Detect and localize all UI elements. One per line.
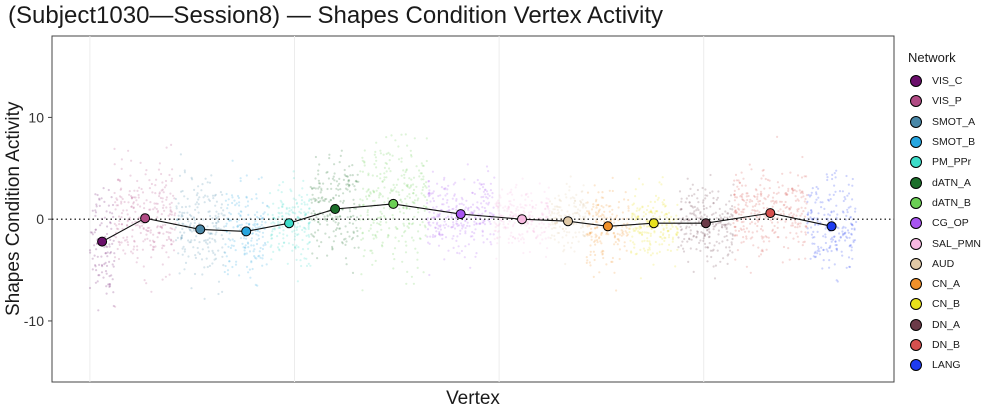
network-points-dn-a — [677, 173, 735, 280]
plot-panel — [51, 35, 895, 383]
legend-label: CN_B — [932, 298, 961, 311]
legend-label: CN_A — [932, 278, 961, 291]
legend-label: SAL_PMN — [932, 237, 982, 250]
legend: Network VIS_C VIS_P SMOT_A SMOT_B PM_PPr dATN… — [908, 50, 998, 375]
legend-item-cg-op: CG_OP — [908, 213, 998, 233]
mean-point-cg-op — [455, 209, 466, 220]
legend-label: VIS_C — [932, 75, 963, 88]
mean-point-vis-c — [97, 236, 108, 247]
y-axis-label: Shapes Condition Activity — [3, 101, 24, 316]
legend-item-datn-a: dATN_A — [908, 172, 998, 192]
legend-label: SMOT_B — [932, 136, 976, 149]
legend-key — [910, 95, 922, 108]
legend-item-aud: AUD — [908, 254, 998, 274]
legend-item-dn-b: DN_B — [908, 335, 998, 355]
mean-point-vis-p — [140, 213, 151, 224]
legend-label: LANG — [932, 359, 961, 372]
legend-item-pm-ppr: PM_PPr — [908, 152, 998, 172]
legend-item-smot-b: SMOT_B — [908, 132, 998, 152]
mean-point-smot-b — [241, 226, 252, 237]
legend-item-lang: LANG — [908, 355, 998, 375]
x-axis-label: Vertex — [446, 388, 500, 409]
legend-item-cn-b: CN_B — [908, 294, 998, 314]
mean-point-sal-pmn — [517, 214, 527, 225]
y-tick-label: 10 — [28, 109, 44, 125]
mean-point-cn-a — [602, 221, 613, 232]
legend-key — [910, 278, 922, 291]
y-tick-label: -10 — [24, 313, 44, 329]
mean-point-datn-a — [330, 204, 341, 214]
vertex-points — [88, 133, 858, 312]
mean-point-lang — [826, 221, 837, 232]
legend-key — [910, 196, 922, 209]
legend-key — [910, 217, 922, 230]
legend-label: dATN_B — [932, 196, 971, 209]
legend-key — [910, 339, 922, 351]
legend-key — [910, 156, 922, 169]
legend-key — [910, 75, 922, 88]
mean-point-dn-b — [765, 208, 776, 219]
legend-key — [910, 176, 922, 189]
legend-item-datn-b: dATN_B — [908, 193, 998, 213]
y-axis: -10 0 10 — [24, 109, 52, 329]
legend-label: SMOT_A — [932, 115, 976, 128]
legend-label: CG_OP — [932, 217, 969, 230]
mean-point-pm-ppr — [284, 218, 295, 229]
mean-point-dn-a — [700, 218, 711, 229]
legend-key — [910, 298, 922, 311]
network-points-cn-a — [585, 176, 631, 292]
legend-label: DN_B — [932, 339, 961, 351]
chart-title: (Subject1030—Session8) — Shapes Conditio… — [8, 2, 664, 29]
legend-label: VIS_P — [932, 95, 962, 108]
network-points-datn-b — [358, 133, 429, 292]
legend-label: DN_A — [932, 318, 961, 331]
network-points-sal-pmn — [493, 177, 551, 260]
legend-key — [910, 359, 922, 372]
legend-item-vis-p: VIS_P — [908, 91, 998, 111]
mean-point-cn-b — [648, 218, 659, 229]
network-mean-line — [97, 198, 837, 247]
legend-key — [910, 136, 922, 149]
network-points-smot-b — [223, 159, 269, 287]
mean-point-aud — [563, 216, 573, 227]
legend-item-smot-a: SMOT_A — [908, 112, 998, 132]
network-points-cg-op — [426, 163, 496, 277]
mean-point-smot-a — [195, 224, 206, 235]
legend-item-sal-pmn: SAL_PMN — [908, 233, 998, 253]
mean-point-datn-b — [388, 198, 399, 209]
legend-label: AUD — [932, 257, 955, 270]
legend-item-dn-a: DN_A — [908, 315, 998, 335]
legend-key — [910, 237, 922, 250]
legend-title: Network — [908, 50, 956, 65]
legend-key — [910, 257, 922, 270]
legend-label: dATN_A — [932, 176, 971, 189]
legend-key — [910, 318, 922, 331]
network-points-vis-c — [88, 187, 116, 312]
network-points-vis-p — [113, 143, 177, 308]
legend-label: PM_PPr — [932, 156, 972, 169]
legend-item-cn-a: CN_A — [908, 274, 998, 294]
legend-item-vis-c: VIS_C — [908, 71, 998, 91]
legend-key — [910, 115, 922, 128]
y-tick-label: 0 — [36, 211, 44, 227]
